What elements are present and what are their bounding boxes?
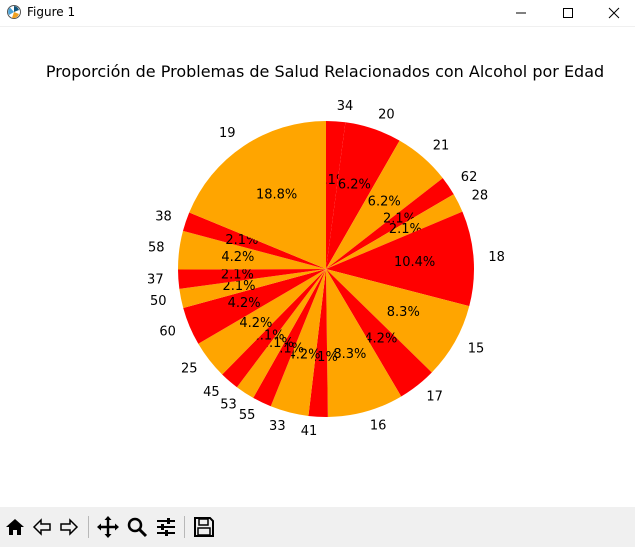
save-icon [194,517,214,537]
save-button[interactable] [191,514,217,540]
pie-slice-34 [326,121,346,269]
close-icon [608,7,620,19]
pie-slice-21 [326,140,443,269]
pie-slice-25 [198,269,326,375]
pie-slice-33 [270,269,326,416]
pie-percent-20: 6.2% [338,177,371,192]
pie-label-18: 18 [488,250,505,265]
pie-slice-53 [236,269,326,398]
toolbar-separator [184,516,185,538]
pie-percent-16: 8.3% [333,347,366,362]
back-button[interactable] [29,514,55,540]
pie-slice-19 [189,121,326,269]
pan-button[interactable] [95,514,121,540]
window-title: Figure 1 [27,5,76,19]
pie-slice-16 [326,269,402,417]
home-icon [6,519,24,535]
pie-label-55: 55 [239,408,256,423]
pie-slice-38 [182,212,326,269]
navigation-toolbar [0,507,635,547]
pie-label-25: 25 [181,362,198,377]
pie-slice-17 [326,269,432,397]
zoom-button[interactable] [124,514,150,540]
pie-percent-33: 4.2% [287,348,320,363]
pie-percent-17: 4.2% [364,331,397,346]
pie-label-28: 28 [472,189,489,204]
matplotlib-logo-icon [7,5,21,19]
pie-slice-15 [326,269,470,373]
pie-label-38: 38 [155,209,172,224]
pie-slice-60 [183,269,326,344]
pie-label-62: 62 [461,170,478,185]
pie-label-50: 50 [150,294,167,309]
configure-subplots-button[interactable] [153,514,179,540]
pie-slice-18 [326,211,474,307]
chart-title: Proporción de Problemas de Salud Relacio… [46,62,604,81]
window-titlebar: Figure 1 [0,0,635,27]
pie-percent-60: 4.2% [228,296,261,311]
pie-label-33: 33 [269,419,286,434]
pie-percent-19: 18.8% [256,188,297,203]
pie-label-20: 20 [378,107,395,122]
back-icon [32,518,51,536]
pie-percent-25: 4.2% [239,316,272,331]
figure-canvas: Proporción de Problemas de Salud Relacio… [46,62,604,439]
pie-label-34: 34 [337,99,354,114]
pie-percent-15: 8.3% [387,305,420,320]
pie-label-16: 16 [370,418,387,433]
pie-slice-45 [222,269,326,388]
pie-chart: 342.1%206.2%216.2%622.1%282.1%1810.4%158… [147,99,505,439]
pie-label-45: 45 [203,385,220,400]
pan-icon [97,516,119,538]
pie-label-37: 37 [147,273,164,288]
pie-percent-37: 2.1% [221,268,254,283]
pie-label-19: 19 [219,126,236,141]
pie-label-58: 58 [148,241,165,256]
pie-percent-50: 2.1% [222,279,255,294]
pie-label-17: 17 [426,390,443,405]
pie-slice-62 [326,178,454,269]
home-button[interactable] [2,514,28,540]
pie-slice-55 [253,269,326,407]
pie-slice-58 [177,230,326,270]
pie-label-15: 15 [468,342,485,357]
forward-button[interactable] [56,514,82,540]
pie-percent-21: 6.2% [368,194,401,209]
pie-slice-28 [326,194,463,269]
pie-label-41: 41 [301,424,318,439]
minimize-icon [516,12,526,14]
zoom-icon [127,517,148,538]
pie-slice-37 [178,269,326,289]
pie-label-53: 53 [220,398,237,413]
maximize-icon [563,8,573,18]
minimize-button[interactable] [498,0,544,26]
forward-icon [60,518,79,536]
pie-percent-18: 10.4% [394,255,435,270]
configure-icon [157,518,175,536]
pie-slice-41 [308,269,328,418]
maximize-button[interactable] [545,0,591,26]
pie-slice-50 [179,269,326,308]
pie-label-21: 21 [433,139,450,154]
pie-label-60: 60 [159,325,176,340]
toolbar-separator [88,516,89,538]
pie-slice-20 [326,122,400,269]
pie-percent-58: 4.2% [221,250,254,265]
close-button[interactable] [591,0,635,26]
